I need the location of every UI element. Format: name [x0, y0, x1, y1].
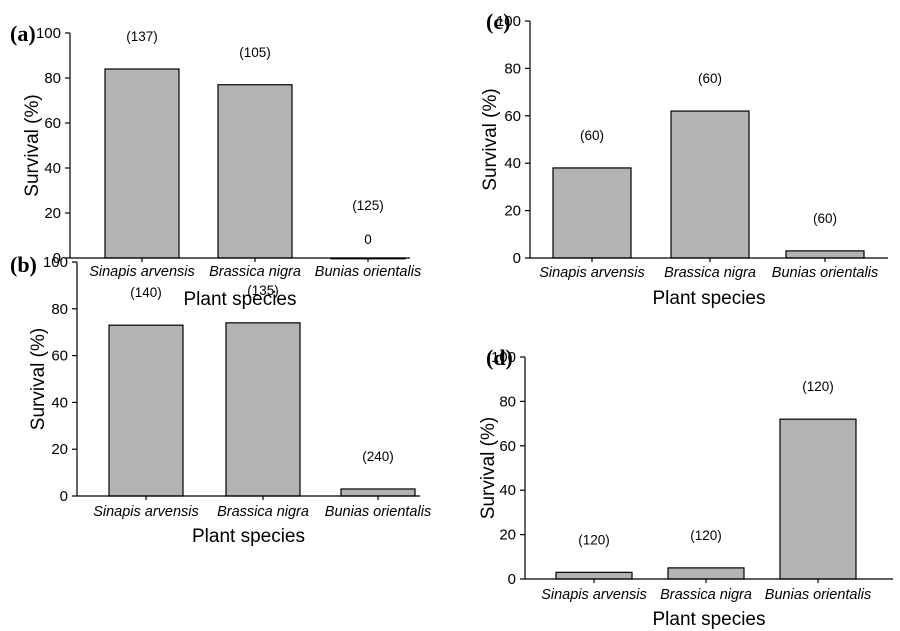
panel-letter: (b) [10, 252, 37, 277]
panel-b: (b) 0 20 40 60 80 100 Sinapis arvensis Brassica … [10, 252, 431, 547]
y-tick-label: 80 [499, 393, 516, 410]
panel-d: (d) 0 20 40 60 80 100 Sinapis arvensis Brassica … [478, 345, 893, 630]
x-tick-label: Brassica nigra [664, 265, 756, 281]
panel-letter: (d) [486, 345, 513, 370]
x-tick-label: Bunias orientalis [315, 264, 421, 280]
sample-size-label: (240) [362, 449, 394, 464]
bar-sinapis-arvensis [104, 68, 180, 259]
y-tick-label: 40 [51, 394, 68, 411]
bar-brassica-nigra [217, 84, 293, 259]
x-tick-label: Bunias orientalis [772, 265, 878, 281]
x-tick-label: Brassica nigra [209, 264, 301, 280]
x-tick-label: Brassica nigra [660, 587, 752, 603]
y-axis-title: Survival (%) [22, 94, 43, 196]
y-tick-label: 20 [504, 203, 521, 220]
y-tick-label: 80 [51, 301, 68, 318]
panel-letter: (a) [10, 21, 36, 46]
y-tick-label: 20 [51, 441, 68, 458]
x-tick-label: Sinapis arvensis [93, 504, 199, 520]
bar-bunias-orientalis [779, 418, 857, 580]
y-tick-label: 60 [44, 115, 61, 132]
y-tick-label: 60 [51, 348, 68, 365]
y-tick-label: 80 [504, 60, 521, 77]
sample-size-label: (60) [813, 211, 837, 226]
y-tick-label: 100 [496, 13, 521, 30]
x-tick-label: Sinapis arvensis [541, 587, 647, 603]
bar-sinapis-arvensis [555, 571, 633, 580]
value-label: 0 [364, 232, 372, 247]
y-axis-title: Survival (%) [480, 88, 501, 190]
y-axis-title: Survival (%) [28, 328, 49, 430]
x-axis-title: Plant species [652, 288, 765, 309]
x-tick-label: Brassica nigra [217, 504, 309, 520]
sample-size-label: (135) [247, 283, 279, 298]
bar-brassica-nigra [225, 322, 301, 497]
panel-letter: (c) [486, 9, 510, 34]
y-tick-label: 20 [499, 527, 516, 544]
y-tick-label: 40 [499, 482, 516, 499]
y-tick-label: 80 [44, 70, 61, 87]
sample-size-label: (120) [578, 532, 610, 547]
bar-sinapis-arvensis [552, 167, 632, 259]
sample-size-label: (60) [580, 128, 604, 143]
sample-size-label: (120) [690, 528, 722, 543]
y-tick-label: 0 [60, 488, 68, 505]
sample-size-label: (105) [239, 45, 271, 60]
y-tick-label: 100 [491, 349, 516, 366]
y-tick-label: 40 [44, 160, 61, 177]
y-tick-label: 40 [504, 155, 521, 172]
y-tick-label: 20 [44, 205, 61, 222]
x-tick-label: Sinapis arvensis [89, 264, 195, 280]
sample-size-label: (60) [698, 71, 722, 86]
x-axis-title: Plant species [192, 526, 305, 547]
y-tick-label: 0 [513, 250, 521, 267]
bar-brassica-nigra [670, 110, 750, 259]
y-tick-label: 100 [43, 254, 68, 271]
bar-bunias-orientalis [340, 488, 416, 497]
y-axis-title: Survival (%) [478, 417, 499, 519]
panel-a: (a) 0 20 40 60 80 100 Sinapis arvensis Brassica … [10, 21, 421, 310]
panel-c: (c) 0 20 40 60 80 100 Sinapis arvensis Brassica … [480, 9, 888, 309]
bar-sinapis-arvensis [108, 324, 184, 497]
x-axis-title: Plant species [652, 609, 765, 630]
x-axis-title: Plant species [183, 289, 296, 310]
y-tick-label: 0 [53, 250, 61, 267]
sample-size-label: (120) [802, 379, 834, 394]
x-tick-label: Bunias orientalis [325, 504, 431, 520]
sample-size-label: (140) [130, 285, 162, 300]
y-tick-label: 60 [504, 108, 521, 125]
sample-size-label: (137) [126, 29, 158, 44]
y-tick-label: 0 [508, 571, 516, 588]
y-tick-label: 60 [499, 438, 516, 455]
bar-bunias-orientalis [785, 250, 865, 259]
sample-size-label: (125) [352, 198, 384, 213]
bar-brassica-nigra [667, 567, 745, 580]
x-tick-label: Sinapis arvensis [539, 265, 645, 281]
y-tick-label: 100 [36, 25, 61, 42]
x-tick-label: Bunias orientalis [765, 587, 871, 603]
